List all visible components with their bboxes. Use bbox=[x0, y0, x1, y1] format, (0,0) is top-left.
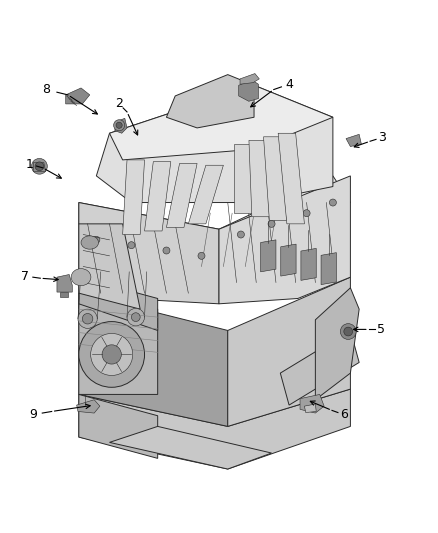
Polygon shape bbox=[281, 244, 296, 276]
Circle shape bbox=[35, 162, 44, 171]
Polygon shape bbox=[79, 293, 158, 394]
Text: 3: 3 bbox=[378, 131, 386, 144]
Polygon shape bbox=[123, 160, 145, 235]
Polygon shape bbox=[110, 85, 333, 160]
Circle shape bbox=[163, 247, 170, 254]
Text: 9: 9 bbox=[29, 408, 37, 421]
Polygon shape bbox=[79, 176, 350, 256]
Circle shape bbox=[79, 321, 145, 387]
Polygon shape bbox=[33, 163, 46, 172]
Circle shape bbox=[102, 345, 121, 364]
Polygon shape bbox=[110, 426, 272, 469]
Text: 6: 6 bbox=[340, 408, 348, 421]
Polygon shape bbox=[60, 292, 68, 297]
Circle shape bbox=[127, 309, 145, 326]
Circle shape bbox=[198, 252, 205, 260]
Polygon shape bbox=[228, 277, 350, 426]
Circle shape bbox=[237, 231, 244, 238]
Polygon shape bbox=[96, 85, 333, 203]
Polygon shape bbox=[66, 88, 90, 104]
Circle shape bbox=[116, 122, 122, 128]
Polygon shape bbox=[77, 400, 100, 413]
Ellipse shape bbox=[81, 236, 99, 249]
Polygon shape bbox=[239, 80, 258, 101]
Circle shape bbox=[131, 313, 140, 321]
Polygon shape bbox=[145, 161, 171, 231]
Polygon shape bbox=[188, 165, 223, 224]
Polygon shape bbox=[166, 164, 197, 228]
Polygon shape bbox=[301, 248, 316, 280]
Polygon shape bbox=[79, 224, 140, 309]
Circle shape bbox=[329, 199, 336, 206]
Text: 4: 4 bbox=[285, 78, 293, 91]
Circle shape bbox=[340, 324, 356, 340]
Circle shape bbox=[91, 334, 133, 375]
Polygon shape bbox=[264, 137, 287, 220]
Polygon shape bbox=[57, 274, 72, 292]
Circle shape bbox=[303, 209, 310, 217]
Text: 7: 7 bbox=[21, 270, 29, 282]
Polygon shape bbox=[240, 74, 259, 84]
Circle shape bbox=[128, 241, 135, 249]
Polygon shape bbox=[304, 404, 316, 413]
Polygon shape bbox=[280, 330, 359, 405]
Polygon shape bbox=[115, 118, 127, 133]
Polygon shape bbox=[79, 293, 228, 426]
Circle shape bbox=[113, 120, 125, 131]
Text: 8: 8 bbox=[42, 83, 50, 96]
Polygon shape bbox=[166, 75, 254, 128]
Text: 5: 5 bbox=[377, 323, 385, 336]
Polygon shape bbox=[321, 253, 336, 285]
Circle shape bbox=[78, 309, 97, 328]
Polygon shape bbox=[79, 203, 219, 304]
Polygon shape bbox=[79, 277, 158, 330]
Polygon shape bbox=[278, 133, 304, 224]
Circle shape bbox=[32, 158, 47, 174]
Circle shape bbox=[268, 220, 275, 228]
Polygon shape bbox=[234, 144, 252, 213]
Circle shape bbox=[344, 327, 353, 336]
Polygon shape bbox=[346, 134, 361, 147]
Polygon shape bbox=[261, 240, 276, 272]
Ellipse shape bbox=[71, 269, 91, 286]
Polygon shape bbox=[249, 140, 269, 217]
Polygon shape bbox=[79, 389, 350, 469]
Polygon shape bbox=[300, 394, 324, 413]
Circle shape bbox=[82, 313, 93, 324]
Polygon shape bbox=[315, 288, 359, 400]
Text: 1: 1 bbox=[26, 158, 34, 171]
Circle shape bbox=[93, 236, 100, 244]
Polygon shape bbox=[79, 394, 158, 458]
Polygon shape bbox=[219, 176, 350, 304]
Text: 2: 2 bbox=[115, 98, 123, 110]
